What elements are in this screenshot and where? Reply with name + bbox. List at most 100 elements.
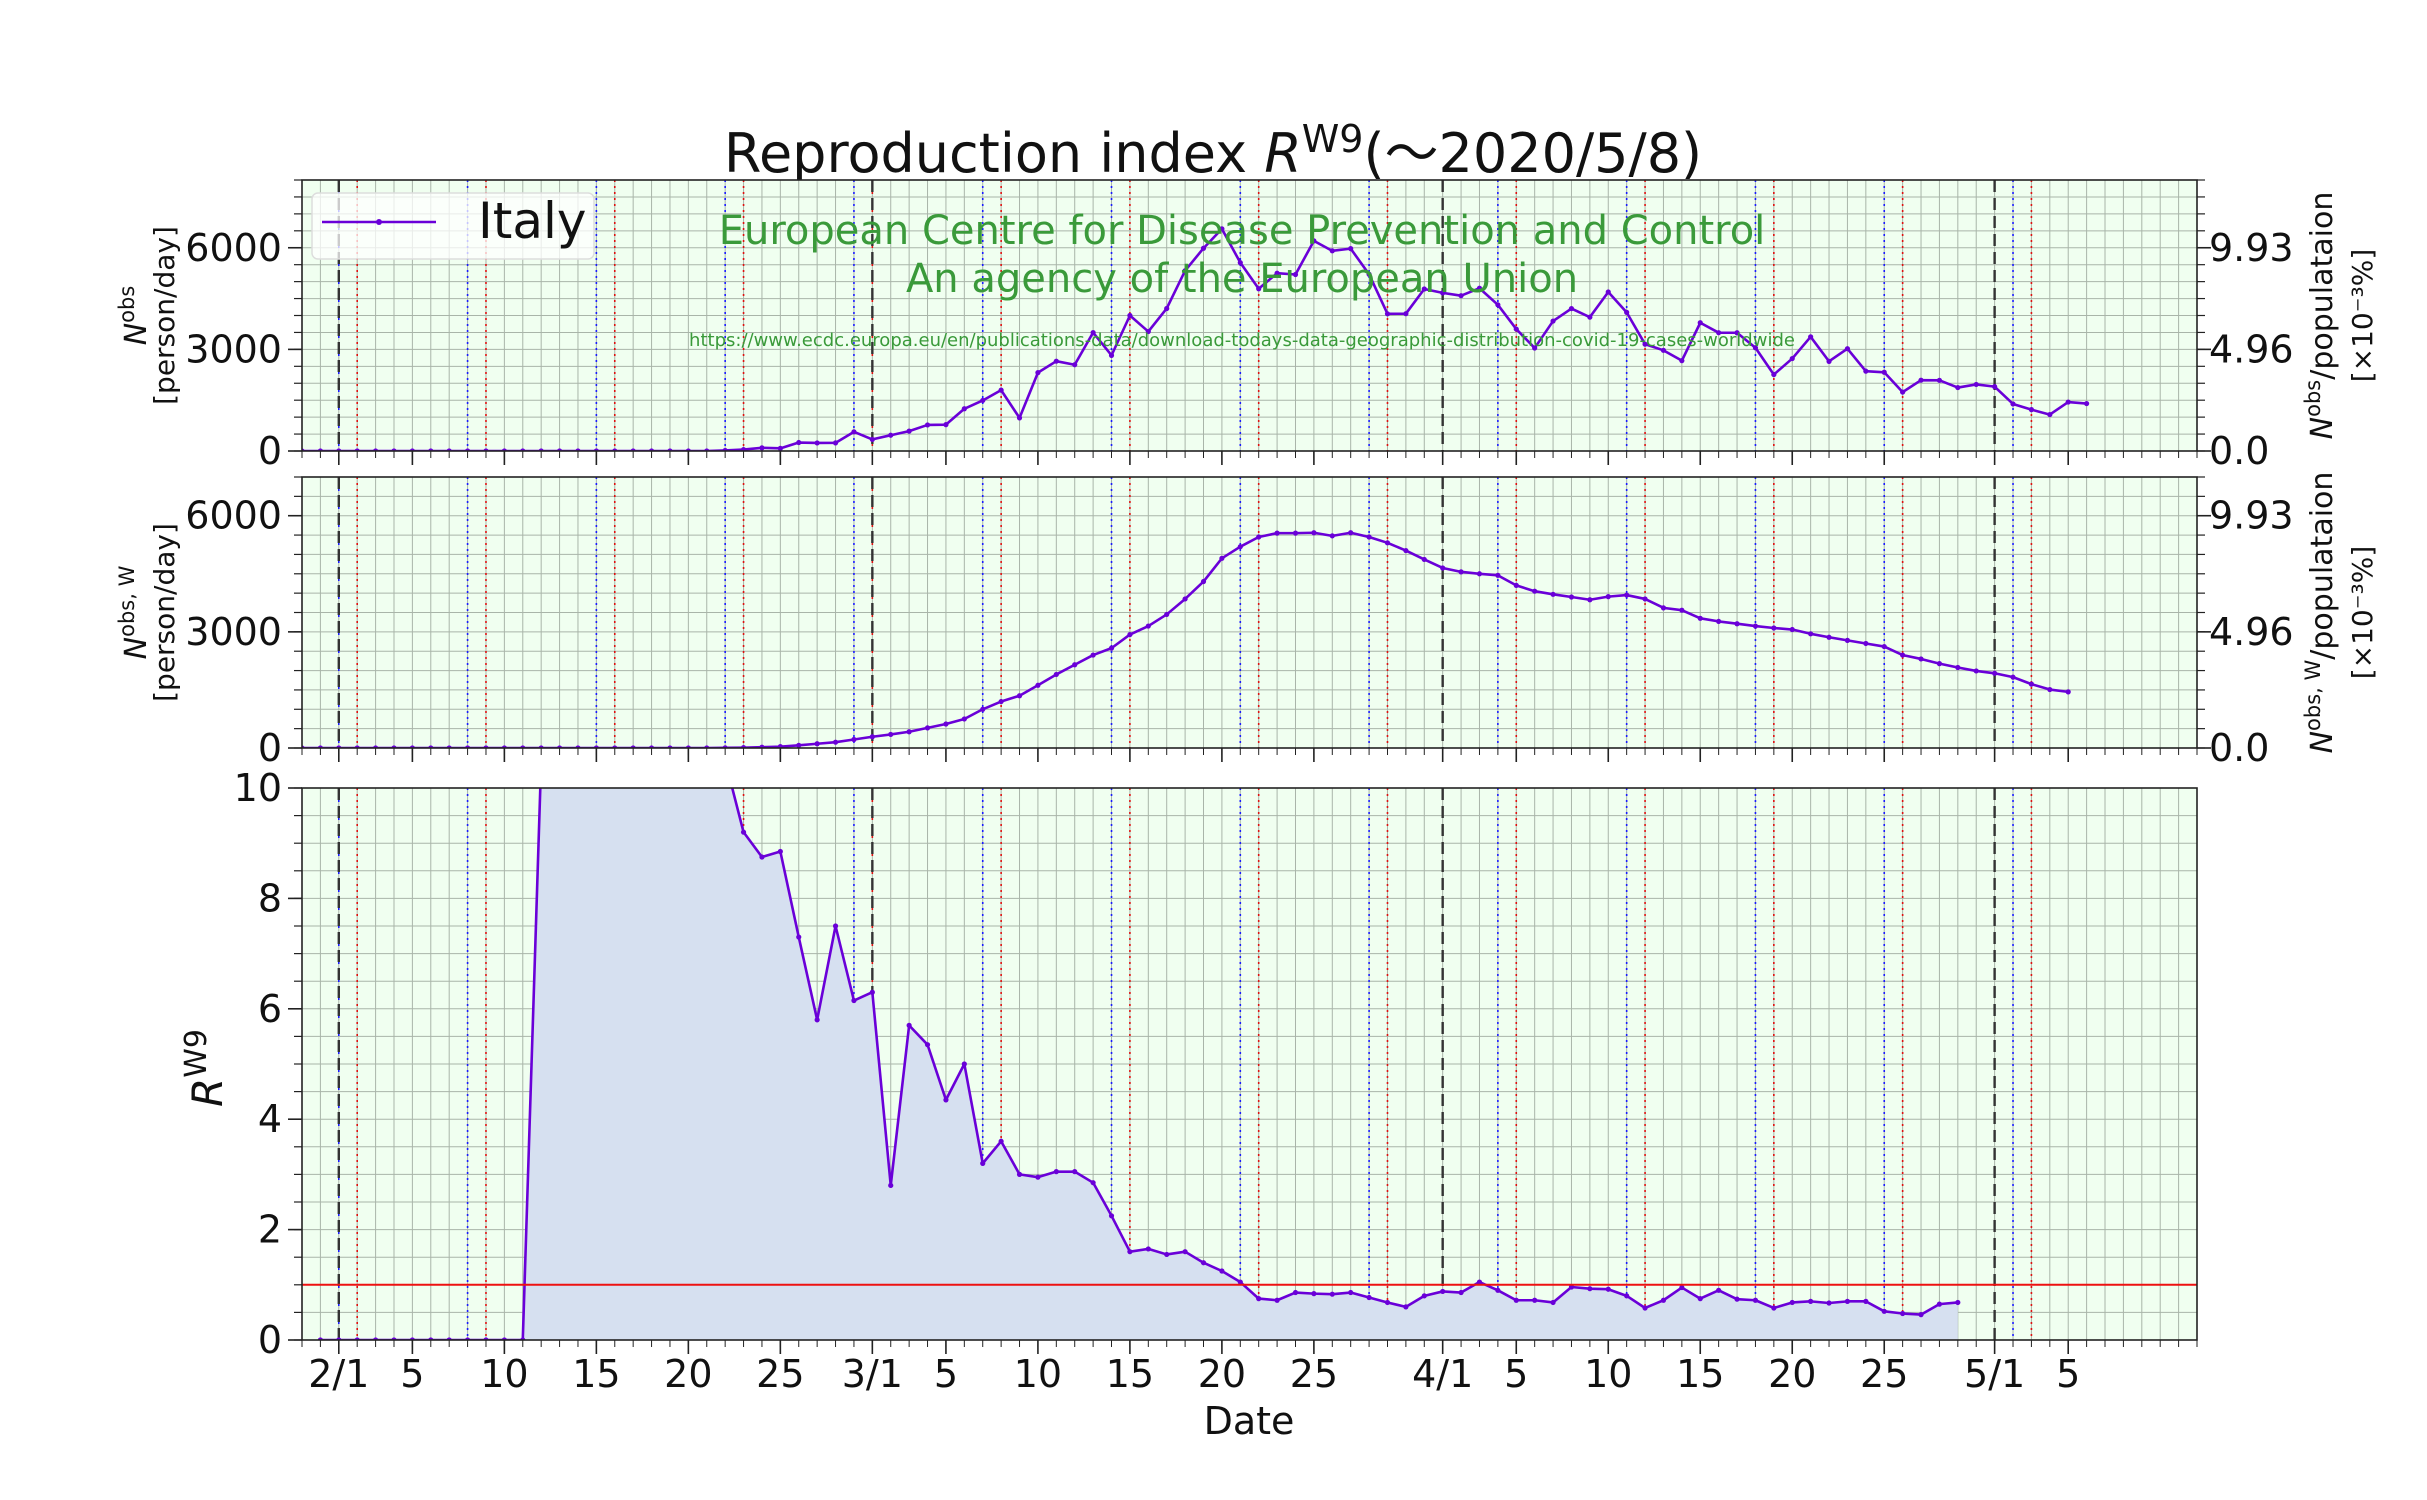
y2-axis-label: Nobs/populataion [2301, 192, 2340, 440]
data-point [2010, 674, 2016, 680]
data-point [1513, 582, 1519, 589]
y2-axis-label-superscript: obs [2301, 380, 2325, 417]
data-point [1182, 596, 1188, 602]
data-point [1955, 384, 1961, 391]
data-point [1881, 1308, 1887, 1314]
x-tick-label: 5/1 [1964, 1352, 2025, 1396]
data-point [796, 439, 802, 446]
data-point [1366, 534, 1372, 540]
data-point [1035, 1174, 1041, 1180]
data-point [1513, 1297, 1519, 1303]
data-point [2065, 399, 2071, 405]
data-point [1053, 671, 1059, 678]
data-point [1384, 1299, 1391, 1306]
legend-box [311, 192, 595, 260]
y2-tick-label: 4.96 [2209, 610, 2294, 654]
data-point [814, 440, 820, 446]
y-tick-label: 0 [258, 726, 282, 770]
y-axis-label: Nobs [115, 286, 154, 346]
data-point [759, 744, 765, 748]
data-point [943, 721, 949, 727]
data-point [1734, 330, 1740, 336]
data-point [1697, 1296, 1703, 1302]
data-point [1292, 1289, 1299, 1296]
y2-tick-label: 0.0 [2209, 429, 2269, 473]
data-point [851, 736, 857, 743]
data-point [704, 758, 709, 763]
data-point [1237, 260, 1243, 266]
data-point [1090, 329, 1096, 336]
data-point [1108, 352, 1115, 358]
data-point [906, 428, 912, 434]
data-point [980, 1160, 986, 1166]
data-point [1734, 621, 1740, 627]
data-point [1532, 588, 1538, 594]
y-tick-label: 4 [258, 1097, 282, 1141]
data-point [2010, 401, 2016, 407]
data-point [796, 742, 802, 748]
data-point [1495, 1287, 1501, 1293]
data-point [1366, 271, 1372, 277]
data-point [1274, 530, 1280, 536]
chart-title-suffix: (～2020/5/8) [1363, 122, 1702, 185]
data-point [1219, 555, 1225, 561]
data-point [1256, 534, 1262, 540]
y-axis-unit: [person/day] [148, 226, 181, 405]
series-line [302, 227, 2087, 451]
data-point [906, 729, 912, 735]
y-tick-label: 6 [258, 987, 282, 1031]
y-tick-label: 8 [258, 876, 282, 920]
data-point [1421, 556, 1427, 563]
y2-tick-label: 4.96 [2209, 327, 2294, 371]
data-point [1660, 605, 1667, 611]
data-point [1752, 345, 1759, 351]
data-point [2028, 681, 2035, 687]
legend-label: Italy [478, 192, 586, 250]
data-point [1440, 565, 1446, 571]
y2-axis-unit: [×10⁻³%] [2346, 249, 2379, 383]
panel-rw9: 0 2 4 6 8 10 2/1 5 10 15 20 25 3/1 5 10 15 20 25 4/1 5 10 15 2… [179, 758, 2198, 1396]
x-tick-label: 15 [1676, 1352, 1724, 1396]
data-point [1716, 1287, 1722, 1293]
data-point [1679, 1284, 1685, 1291]
data-point [1826, 358, 1832, 364]
data-point [777, 445, 783, 451]
data-point [943, 1097, 949, 1103]
data-point [1421, 1293, 1427, 1299]
data-point [777, 744, 783, 748]
data-point [1918, 656, 1924, 662]
y2-tick-label: 0.0 [2209, 726, 2269, 770]
data-point [1992, 384, 1998, 390]
data-point [649, 758, 654, 763]
data-point [832, 739, 839, 745]
data-point [980, 397, 986, 404]
rw9-area [320, 788, 1958, 1340]
y-axis-label-symbol: N [119, 323, 154, 345]
y-tick-label: 10 [234, 766, 282, 810]
y-tick-label: 0 [258, 1318, 282, 1362]
data-point [1642, 596, 1648, 602]
data-point [1936, 661, 1943, 667]
data-point [1348, 1289, 1354, 1296]
data-point [1292, 530, 1299, 536]
data-point [1697, 615, 1703, 621]
series-group [317, 758, 1961, 1340]
data-point [1145, 1246, 1151, 1252]
data-point [943, 422, 949, 428]
legend-marker [376, 219, 382, 225]
data-point [961, 406, 967, 412]
data-point [1164, 1251, 1170, 1258]
data-point [1789, 355, 1795, 362]
data-point [888, 432, 894, 438]
x-tick-label: 10 [1014, 1352, 1062, 1396]
data-point [1200, 1260, 1207, 1266]
chart-title-superscript: W9 [1302, 117, 1364, 161]
data-point [1164, 611, 1170, 618]
data-point [1716, 618, 1722, 625]
data-point [1053, 1169, 1059, 1175]
y2-axis-label-symbol: N [2305, 417, 2340, 439]
data-point [1863, 1298, 1869, 1304]
